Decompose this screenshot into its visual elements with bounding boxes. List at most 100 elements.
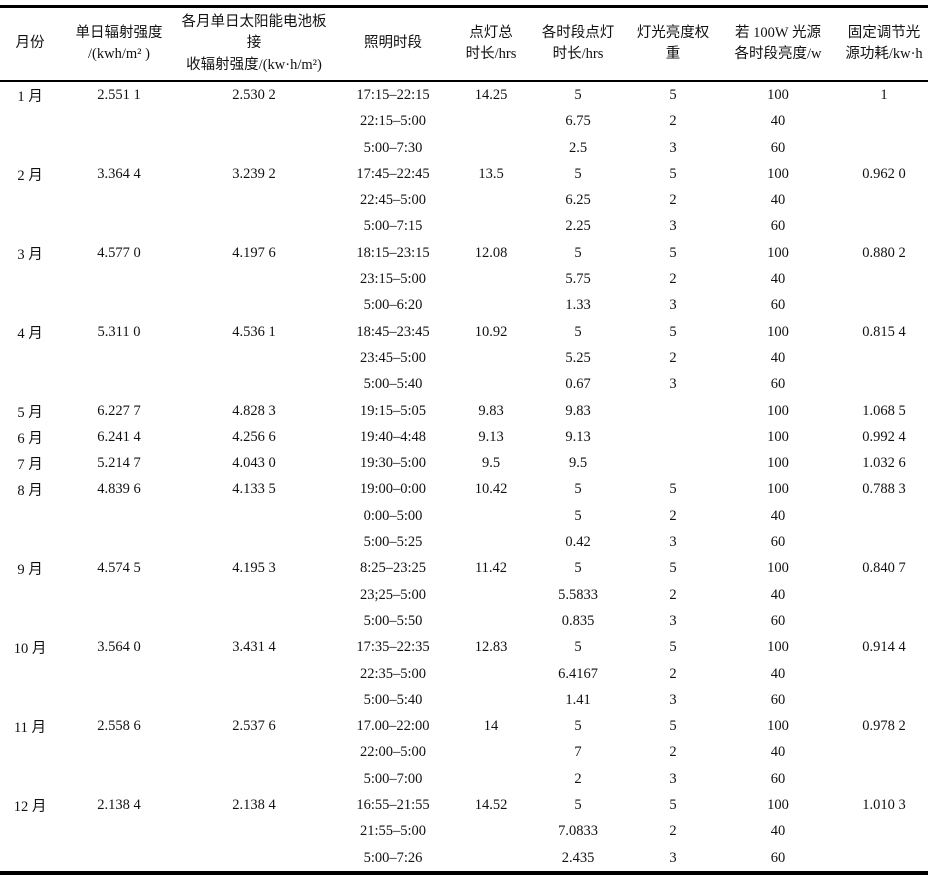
header-row: 月份 单日辐射强度 /(kwh/m² ) 各月单日太阳能电池板接 收辐射强度/(kw·h… [0, 6, 928, 83]
brightness-weight-cell: 3 [669, 612, 677, 629]
daily-radiation-cell: 2.558 6 [97, 718, 141, 735]
period-brightness-cell: 40 [770, 823, 786, 840]
brightness-weight-cell [630, 398, 716, 424]
brightness-weight-cell: 5 [669, 87, 677, 103]
fixed-power-cell [840, 188, 928, 214]
daily-radiation-cell [60, 135, 178, 161]
panel-radiation-cell: 2.537 6 [232, 718, 276, 735]
header-line: 时长/hrs [465, 46, 517, 63]
period-duration-cell: 2.5 [568, 139, 588, 156]
brightness-weight-cell: 5 [669, 323, 677, 340]
month-cell: 12 月 [13, 799, 47, 816]
total-hours-cell: 10.92 [474, 323, 508, 340]
lighting-period-cell: 22:35–5:00 [359, 665, 427, 682]
lighting-period-cell: 5:00–5:50 [363, 612, 423, 629]
period-duration-cell: 7.0833 [558, 823, 598, 840]
lighting-period-cell: 17.00–22:00 [356, 718, 430, 735]
col-header-2: 各月单日太阳能电池板接 收辐射强度/(kw·h/m²) [178, 6, 330, 83]
month-cell: 2 月 [17, 167, 43, 184]
period-brightness-cell: 40 [770, 271, 786, 288]
month-cell [0, 503, 60, 529]
header-line: 月份 [15, 35, 45, 52]
total-hours-cell [456, 687, 526, 713]
total-hours-cell: 9.13 [478, 428, 504, 445]
panel-radiation-cell [178, 266, 330, 292]
header-line: 单日辐射强度 [75, 24, 163, 41]
table-row: 5:00–5:40 1.41 3 60 [0, 687, 928, 713]
panel-radiation-cell [178, 214, 330, 240]
panel-radiation-cell [178, 766, 330, 792]
panel-radiation-cell [178, 372, 330, 398]
brightness-weight-cell: 5 [669, 797, 677, 814]
table-row: 5:00–5:50 0.835 3 60 [0, 608, 928, 634]
period-brightness-cell: 100 [767, 718, 789, 735]
lighting-period-cell: 18:45–23:45 [356, 323, 430, 340]
period-brightness-cell: 40 [770, 744, 786, 761]
period-brightness-cell: 100 [767, 639, 789, 656]
fixed-power-cell [840, 345, 928, 371]
table-row: 5:00–7:26 2.435 3 60 [0, 845, 928, 873]
period-duration-cell: 7 [574, 744, 582, 761]
period-duration-cell: 0.67 [565, 376, 591, 393]
brightness-weight-cell: 3 [669, 139, 677, 156]
panel-radiation-cell [178, 135, 330, 161]
table-row: 23:15–5:00 5.75 2 40 [0, 266, 928, 292]
lighting-period-cell: 5:00–7:00 [363, 770, 423, 787]
col-header-0: 月份 [0, 6, 60, 83]
brightness-weight-cell: 5 [669, 639, 677, 656]
daily-radiation-cell [60, 819, 178, 845]
period-brightness-cell: 60 [770, 691, 786, 708]
month-cell: 7 月 [17, 457, 43, 474]
panel-radiation-cell [178, 582, 330, 608]
period-brightness-cell: 40 [770, 507, 786, 524]
daily-radiation-cell [60, 503, 178, 529]
lighting-period-cell: 19:40–4:48 [359, 428, 427, 445]
total-hours-cell: 11.42 [474, 560, 508, 577]
header-line: 灯光亮度权重 [636, 24, 710, 63]
daily-radiation-cell [60, 661, 178, 687]
total-hours-cell [456, 608, 526, 634]
daily-radiation-cell [60, 766, 178, 792]
panel-radiation-cell [178, 188, 330, 214]
month-cell [0, 372, 60, 398]
daily-radiation-cell: 4.577 0 [97, 244, 141, 261]
header-line: 各月单日太阳能电池板接 [181, 14, 327, 52]
period-duration-cell: 6.25 [565, 192, 591, 209]
table-row: 8 月 4.839 6 4.133 5 19:00–0:00 10.42 5 5 100 0.7… [0, 477, 928, 503]
month-cell: 1 月 [17, 89, 43, 105]
panel-radiation-cell: 3.239 2 [232, 165, 276, 182]
solar-lighting-table: 月份 单日辐射强度 /(kwh/m² ) 各月单日太阳能电池板接 收辐射强度/(kw·h… [0, 5, 928, 875]
brightness-weight-cell: 3 [669, 691, 677, 708]
daily-radiation-cell: 4.574 5 [97, 560, 141, 577]
period-duration-cell: 6.4167 [558, 665, 598, 682]
table-row: 5:00–7:15 2.25 3 60 [0, 214, 928, 240]
daily-radiation-cell [60, 293, 178, 319]
table-row: 11 月 2.558 6 2.537 6 17.00–22:00 14 5 5 100 0.97… [0, 713, 928, 739]
period-brightness-cell: 100 [767, 481, 789, 498]
period-brightness-cell: 60 [770, 297, 786, 314]
fixed-power-cell: 0.914 4 [862, 639, 906, 656]
brightness-weight-cell: 3 [669, 849, 677, 866]
table-row: 22:00–5:00 7 2 40 [0, 740, 928, 766]
brightness-weight-cell: 3 [669, 218, 677, 235]
month-cell: 6 月 [17, 430, 43, 447]
period-brightness-cell: 100 [767, 402, 789, 419]
fixed-power-cell [840, 372, 928, 398]
total-hours-cell [456, 529, 526, 555]
lighting-period-cell: 5:00–7:15 [363, 218, 423, 235]
period-brightness-cell: 60 [770, 849, 786, 866]
total-hours-cell [456, 345, 526, 371]
header-line: 若 100W 光源 [735, 24, 821, 41]
period-brightness-cell: 40 [770, 665, 786, 682]
table-row: 23;25–5:00 5.5833 2 40 [0, 582, 928, 608]
period-duration-cell: 0.42 [565, 534, 591, 551]
brightness-weight-cell [630, 451, 716, 477]
brightness-weight-cell: 5 [669, 165, 677, 182]
brightness-weight-cell: 2 [669, 586, 677, 603]
period-duration-cell: 5 [574, 244, 582, 261]
header-line: 各时段点灯 [541, 24, 615, 41]
total-hours-cell [456, 266, 526, 292]
daily-radiation-cell [60, 529, 178, 555]
total-hours-cell [456, 819, 526, 845]
